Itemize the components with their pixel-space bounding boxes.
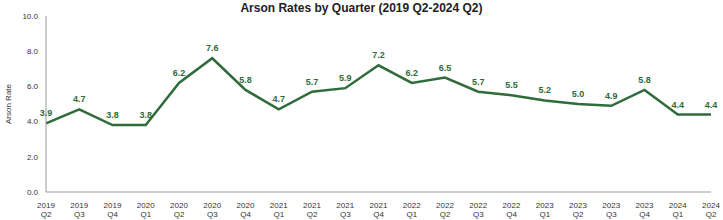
svg-text:4.4: 4.4 xyxy=(705,100,715,110)
svg-text:7.2: 7.2 xyxy=(372,50,385,60)
svg-text:6.2: 6.2 xyxy=(405,68,418,78)
svg-text:2023Q2: 2023Q2 xyxy=(569,201,587,219)
svg-text:2021Q1: 2021Q1 xyxy=(270,201,288,219)
svg-text:2021Q4: 2021Q4 xyxy=(370,201,388,219)
svg-text:2022Q1: 2022Q1 xyxy=(403,201,421,219)
svg-text:2020Q4: 2020Q4 xyxy=(237,201,255,219)
svg-text:4.9: 4.9 xyxy=(605,91,618,101)
svg-text:5.2: 5.2 xyxy=(538,85,551,95)
svg-text:6.5: 6.5 xyxy=(439,63,452,73)
svg-text:2.0: 2.0 xyxy=(27,153,39,162)
svg-text:2019Q4: 2019Q4 xyxy=(104,201,122,219)
svg-text:8.0: 8.0 xyxy=(27,47,39,56)
svg-text:2022Q3: 2022Q3 xyxy=(469,201,487,219)
svg-text:2021Q3: 2021Q3 xyxy=(336,201,354,219)
svg-text:4.7: 4.7 xyxy=(272,94,285,104)
svg-text:2022Q4: 2022Q4 xyxy=(503,201,521,219)
svg-text:3.8: 3.8 xyxy=(106,110,119,120)
svg-text:0.0: 0.0 xyxy=(27,188,39,197)
svg-text:4.7: 4.7 xyxy=(73,94,86,104)
svg-text:5.7: 5.7 xyxy=(306,77,319,87)
svg-text:2021Q2: 2021Q2 xyxy=(303,201,321,219)
svg-text:2023Q1: 2023Q1 xyxy=(536,201,554,219)
svg-text:5.7: 5.7 xyxy=(472,77,485,87)
svg-text:5.8: 5.8 xyxy=(239,75,252,85)
svg-text:3.8: 3.8 xyxy=(139,110,152,120)
svg-text:2022Q2: 2022Q2 xyxy=(436,201,454,219)
html-text:Arson Rates by Quarter (2019 Q: Arson Rates by Quarter (2019 Q2-2024 Q2) xyxy=(240,1,483,15)
svg-text:4.0: 4.0 xyxy=(27,117,39,126)
svg-text:2020Q3: 2020Q3 xyxy=(203,201,221,219)
svg-text:5.8: 5.8 xyxy=(638,75,651,85)
svg-text:5.9: 5.9 xyxy=(339,73,352,83)
svg-text:2019Q2: 2019Q2 xyxy=(37,201,55,219)
svg-text:2020Q2: 2020Q2 xyxy=(170,201,188,219)
svg-text:2024Q2: 2024Q2 xyxy=(702,201,715,219)
svg-text:10.0: 10.0 xyxy=(22,12,38,21)
svg-text:2023Q3: 2023Q3 xyxy=(602,201,620,219)
svg-text:7.6: 7.6 xyxy=(206,43,219,53)
svg-text:2019Q3: 2019Q3 xyxy=(70,201,88,219)
svg-text:2023Q4: 2023Q4 xyxy=(636,201,654,219)
svg-text:3.9: 3.9 xyxy=(40,108,53,118)
svg-text:6.2: 6.2 xyxy=(173,68,186,78)
svg-text:Arson Rate: Arson Rate xyxy=(8,83,13,124)
svg-text:5.5: 5.5 xyxy=(505,80,518,90)
svg-text:2024Q1: 2024Q1 xyxy=(669,201,687,219)
svg-text:4.4: 4.4 xyxy=(671,100,684,110)
svg-text:6.0: 6.0 xyxy=(27,82,39,91)
svg-text:2020Q1: 2020Q1 xyxy=(137,201,155,219)
svg-text:5.0: 5.0 xyxy=(572,89,585,99)
